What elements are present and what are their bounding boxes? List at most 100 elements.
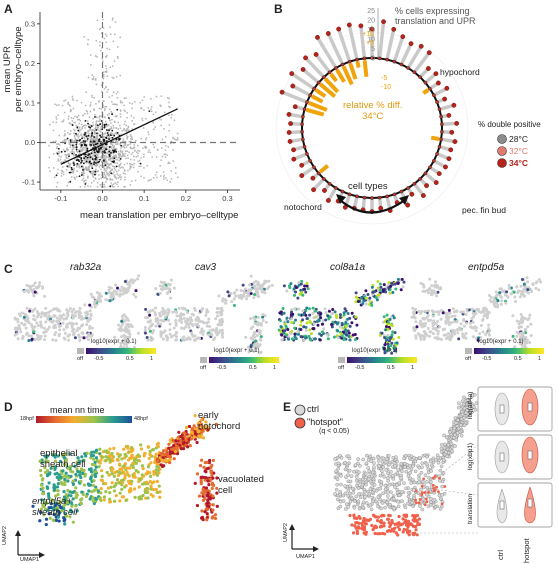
umap-cell xyxy=(75,322,79,326)
scatter-point xyxy=(93,130,96,132)
scatter-point xyxy=(105,86,107,89)
umap-cell xyxy=(344,475,348,480)
scatter-point xyxy=(83,157,86,159)
scatter-point xyxy=(124,129,127,132)
umap-cell xyxy=(374,488,379,493)
umap-cell xyxy=(27,338,31,342)
scatter-point xyxy=(172,160,175,162)
scatter-point xyxy=(155,95,158,98)
scatter-point xyxy=(151,156,153,158)
umap-cell xyxy=(519,313,523,317)
umap-cell xyxy=(446,317,450,321)
umap-cell xyxy=(202,489,206,493)
scatter-point xyxy=(73,167,75,170)
umap-cell xyxy=(120,495,124,499)
umap-cell xyxy=(82,336,86,340)
scatter-point xyxy=(67,161,70,163)
umap-cell xyxy=(79,501,83,505)
umap-cell xyxy=(284,319,288,323)
scatter-point xyxy=(123,169,126,171)
scatter-point xyxy=(102,139,105,142)
scatter-point xyxy=(100,147,102,150)
umap-cell xyxy=(439,337,443,341)
scatter-point xyxy=(124,173,126,175)
scatter-point xyxy=(100,136,102,139)
umap-cell xyxy=(73,336,77,340)
umap-cell xyxy=(95,458,99,463)
umap-cell xyxy=(61,469,65,473)
umap-cell xyxy=(467,308,471,312)
umap-cell xyxy=(303,284,307,288)
scatter-point xyxy=(175,139,177,141)
scatter-point xyxy=(73,132,75,135)
umap-cell xyxy=(136,331,140,335)
umap-cell xyxy=(436,332,440,336)
scatter-point xyxy=(131,180,133,182)
umap-cell xyxy=(205,466,210,471)
umap-cell xyxy=(153,460,157,464)
scatter-point xyxy=(106,54,108,57)
umap-cell xyxy=(304,290,308,294)
scatter-point xyxy=(104,160,107,163)
umap-cell xyxy=(292,287,296,291)
umap-cell xyxy=(391,337,395,341)
umap-cell xyxy=(108,454,112,458)
umap-cell xyxy=(39,320,43,324)
umap-cell xyxy=(94,469,98,473)
umap-cell xyxy=(41,504,45,508)
scatter-point xyxy=(87,43,89,46)
umap-cell xyxy=(253,322,257,326)
radial-bar-grey xyxy=(348,26,359,61)
umap-cell xyxy=(187,325,191,329)
umap-cell xyxy=(260,284,264,288)
umap-cell xyxy=(397,335,401,339)
scatter-point xyxy=(121,130,124,132)
umap-cell xyxy=(73,464,77,468)
colorbar-min-d: 18hpf xyxy=(20,416,34,422)
umap-cell xyxy=(180,306,184,310)
scatter-point xyxy=(76,170,78,172)
umap-cell xyxy=(123,485,127,489)
scatter-point xyxy=(91,129,93,131)
umap-cell xyxy=(151,322,155,326)
scatter-point xyxy=(100,155,103,157)
scatter-point xyxy=(89,126,92,129)
umap-cell xyxy=(180,320,184,324)
umap-cell xyxy=(368,296,372,300)
umap-cell xyxy=(155,464,159,469)
scatter-point xyxy=(107,151,109,153)
scatter-point xyxy=(169,180,172,183)
cell-type-node xyxy=(302,107,307,112)
scatter-point xyxy=(97,151,100,153)
scatter-point xyxy=(73,129,76,132)
scatter-point xyxy=(102,165,105,167)
umap-cell xyxy=(69,474,73,478)
umap-cell xyxy=(511,314,515,318)
scatter-point xyxy=(164,153,167,156)
umap-cell xyxy=(184,425,189,430)
scatter-point xyxy=(97,146,100,149)
scatter-point xyxy=(122,145,124,148)
scatter-point xyxy=(155,111,157,114)
scatter-point xyxy=(103,154,105,157)
scatter-point xyxy=(73,121,75,124)
umap-cell xyxy=(413,309,417,313)
scatter-point xyxy=(95,39,98,42)
scatter-point xyxy=(147,107,149,109)
scatter-point xyxy=(88,142,91,144)
umap-cell xyxy=(153,306,157,310)
scatter-point xyxy=(95,165,97,168)
umap-cell xyxy=(342,336,346,340)
umap-cell xyxy=(451,329,455,333)
scatter-point xyxy=(104,157,106,160)
scatter-point xyxy=(116,159,118,161)
umap-cell xyxy=(350,496,354,501)
scatter-point xyxy=(73,152,75,155)
scatter-point xyxy=(120,144,123,147)
scatter-point xyxy=(75,134,78,136)
scatter-point xyxy=(139,162,142,165)
umap-cell xyxy=(148,329,152,333)
scatter-point xyxy=(96,116,98,119)
scatter-point xyxy=(134,179,137,182)
umap-cell xyxy=(450,332,454,336)
